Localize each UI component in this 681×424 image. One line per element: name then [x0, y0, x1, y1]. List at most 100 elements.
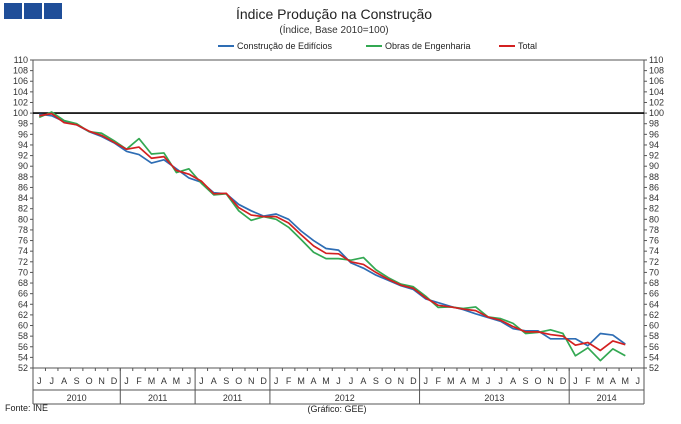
x-month-label: M: [472, 376, 480, 386]
y-tick-label-right: 86: [649, 182, 659, 192]
year-label: 2012: [335, 393, 355, 403]
year-label: 2014: [597, 393, 617, 403]
y-tick-label-right: 84: [649, 193, 659, 203]
y-tick-label-right: 92: [649, 151, 659, 161]
x-month-label: J: [349, 376, 354, 386]
x-month-label: A: [61, 376, 67, 386]
x-month-label: M: [173, 376, 181, 386]
y-tick-label-left: 82: [18, 204, 28, 214]
y-tick-label-right: 108: [649, 66, 664, 76]
y-tick-label-left: 100: [13, 108, 28, 118]
y-tick-label-right: 78: [649, 225, 659, 235]
x-month-label: J: [274, 376, 279, 386]
x-month-label: N: [547, 376, 554, 386]
x-month-label: F: [286, 376, 292, 386]
x-month-label: M: [447, 376, 455, 386]
year-label: 2010: [67, 393, 87, 403]
y-tick-label-left: 94: [18, 140, 28, 150]
x-month-label: M: [597, 376, 605, 386]
y-tick-label-left: 90: [18, 161, 28, 171]
x-month-label: O: [86, 376, 93, 386]
x-month-label: J: [37, 376, 42, 386]
y-tick-label-right: 74: [649, 246, 659, 256]
x-month-label: J: [187, 376, 192, 386]
y-tick-label-right: 88: [649, 172, 659, 182]
y-tick-label-right: 96: [649, 129, 659, 139]
x-month-label: O: [535, 376, 542, 386]
x-month-label: S: [523, 376, 529, 386]
x-month-label: N: [98, 376, 105, 386]
logo-block-2: [24, 3, 42, 19]
logo-block-1: [4, 3, 22, 19]
x-month-label: S: [74, 376, 80, 386]
x-month-label: J: [124, 376, 129, 386]
legend-label-2: Obras de Engenharia: [385, 41, 471, 51]
x-month-label: M: [622, 376, 630, 386]
x-month-label: F: [136, 376, 142, 386]
series-line-3: [39, 112, 626, 352]
y-tick-label-right: 82: [649, 204, 659, 214]
x-month-label: J: [498, 376, 503, 386]
y-tick-label-left: 102: [13, 97, 28, 107]
y-tick-label-right: 104: [649, 87, 664, 97]
x-month-label: S: [223, 376, 229, 386]
x-month-label: J: [199, 376, 204, 386]
y-tick-label-left: 66: [18, 289, 28, 299]
x-month-label: D: [260, 376, 267, 386]
y-tick-label-left: 78: [18, 225, 28, 235]
y-tick-label-right: 70: [649, 267, 659, 277]
x-month-label: S: [373, 376, 379, 386]
y-tick-label-right: 90: [649, 161, 659, 171]
y-tick-label-right: 52: [649, 363, 659, 373]
y-tick-label-left: 58: [18, 331, 28, 341]
plot-area: [32, 59, 645, 369]
y-tick-label-right: 54: [649, 352, 659, 362]
x-month-label: N: [398, 376, 405, 386]
y-tick-label-left: 56: [18, 342, 28, 352]
x-month-label: M: [297, 376, 305, 386]
y-tick-label-right: 102: [649, 97, 664, 107]
series-line-1: [39, 113, 626, 347]
y-tick-label-left: 68: [18, 278, 28, 288]
x-month-label: F: [436, 376, 442, 386]
x-month-label: A: [360, 376, 366, 386]
y-tick-label-left: 80: [18, 214, 28, 224]
y-tick-label-right: 56: [649, 342, 659, 352]
x-month-label: D: [560, 376, 567, 386]
y-tick-label-right: 58: [649, 331, 659, 341]
x-month-label: A: [460, 376, 466, 386]
x-month-label: F: [585, 376, 591, 386]
chart-subtitle: (Índice, Base 2010=100): [279, 23, 388, 36]
y-tick-label-left: 76: [18, 236, 28, 246]
legend-label-1: Construção de Edifícios: [237, 41, 333, 51]
y-tick-label-right: 76: [649, 236, 659, 246]
y-tick-label-left: 92: [18, 151, 28, 161]
x-month-label: J: [573, 376, 578, 386]
year-label: 2011: [148, 393, 167, 403]
y-tick-label-left: 62: [18, 310, 28, 320]
credit-label: (Gráfico: GEE): [307, 404, 366, 414]
x-month-label: J: [424, 376, 429, 386]
x-month-label: A: [161, 376, 167, 386]
x-month-label: M: [148, 376, 156, 386]
y-tick-label-left: 106: [13, 76, 28, 86]
y-tick-label-left: 60: [18, 321, 28, 331]
x-month-label: A: [510, 376, 516, 386]
y-tick-label-left: 70: [18, 267, 28, 277]
y-tick-label-right: 60: [649, 321, 659, 331]
y-tick-label-left: 64: [18, 299, 28, 309]
y-tick-label-right: 110: [649, 55, 663, 65]
source-label: Fonte: INE: [5, 403, 48, 413]
x-month-label: O: [385, 376, 392, 386]
y-tick-label-left: 110: [14, 55, 28, 65]
y-tick-label-left: 108: [13, 66, 28, 76]
y-tick-label-right: 62: [649, 310, 659, 320]
x-month-label: A: [211, 376, 217, 386]
y-tick-label-left: 84: [18, 193, 28, 203]
y-tick-label-right: 98: [649, 119, 659, 129]
y-tick-label-right: 72: [649, 257, 659, 267]
x-month-label: J: [486, 376, 491, 386]
x-month-label: O: [235, 376, 242, 386]
y-tick-label-right: 100: [649, 108, 664, 118]
